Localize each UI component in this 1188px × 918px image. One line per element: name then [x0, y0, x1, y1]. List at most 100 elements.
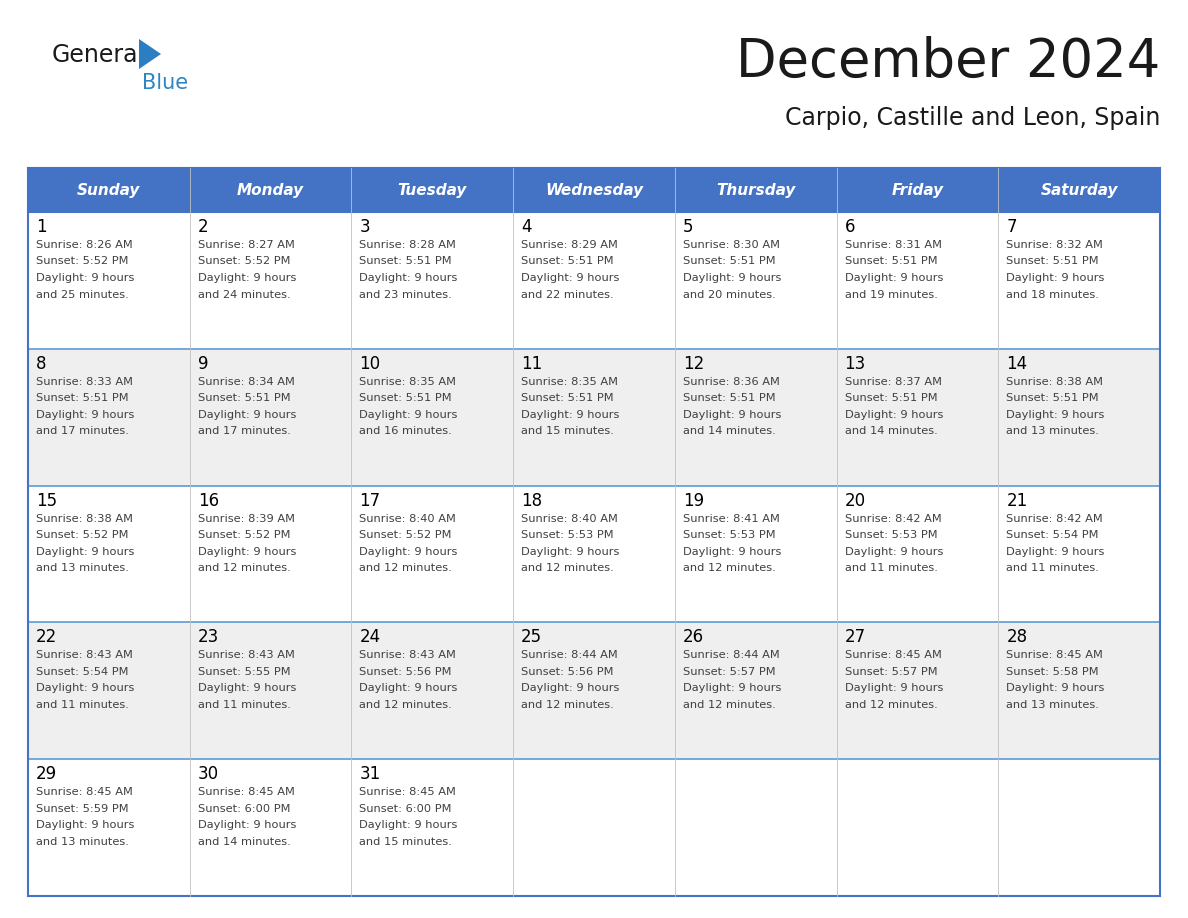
- Text: Thursday: Thursday: [716, 183, 796, 197]
- Text: Sunset: 5:52 PM: Sunset: 5:52 PM: [197, 256, 290, 266]
- Text: Sunrise: 8:38 AM: Sunrise: 8:38 AM: [1006, 376, 1104, 386]
- Text: 30: 30: [197, 766, 219, 783]
- Text: 1: 1: [36, 218, 46, 236]
- Text: Sunrise: 8:40 AM: Sunrise: 8:40 AM: [360, 513, 456, 523]
- Text: 23: 23: [197, 629, 219, 646]
- Text: Sunset: 5:58 PM: Sunset: 5:58 PM: [1006, 666, 1099, 677]
- Text: General: General: [52, 43, 145, 67]
- Text: Sunset: 5:54 PM: Sunset: 5:54 PM: [1006, 530, 1099, 540]
- Text: and 15 minutes.: and 15 minutes.: [522, 426, 614, 436]
- Bar: [836, 349, 998, 486]
- Text: 14: 14: [1006, 354, 1028, 373]
- Text: Daylight: 9 hours: Daylight: 9 hours: [360, 683, 457, 693]
- Bar: [675, 349, 836, 486]
- Bar: [29, 168, 190, 212]
- Bar: [836, 168, 998, 212]
- Text: and 11 minutes.: and 11 minutes.: [197, 700, 291, 710]
- Text: 20: 20: [845, 492, 866, 509]
- Text: 11: 11: [522, 354, 543, 373]
- Text: Sunset: 5:53 PM: Sunset: 5:53 PM: [522, 530, 614, 540]
- Text: Blue: Blue: [143, 73, 188, 93]
- Text: Sunrise: 8:30 AM: Sunrise: 8:30 AM: [683, 240, 779, 250]
- Text: Daylight: 9 hours: Daylight: 9 hours: [197, 409, 296, 420]
- Text: December 2024: December 2024: [735, 36, 1159, 88]
- Text: Sunrise: 8:39 AM: Sunrise: 8:39 AM: [197, 513, 295, 523]
- Bar: [513, 759, 675, 896]
- Text: 8: 8: [36, 354, 46, 373]
- Text: Sunrise: 8:38 AM: Sunrise: 8:38 AM: [36, 513, 133, 523]
- Text: Sunrise: 8:44 AM: Sunrise: 8:44 AM: [522, 650, 618, 660]
- Text: Daylight: 9 hours: Daylight: 9 hours: [36, 409, 134, 420]
- Text: Sunset: 5:55 PM: Sunset: 5:55 PM: [197, 666, 290, 677]
- Bar: [513, 349, 675, 486]
- Text: Sunset: 5:51 PM: Sunset: 5:51 PM: [1006, 256, 1099, 266]
- Text: 2: 2: [197, 218, 208, 236]
- Text: Sunset: 5:51 PM: Sunset: 5:51 PM: [845, 393, 937, 403]
- Text: Daylight: 9 hours: Daylight: 9 hours: [522, 409, 619, 420]
- Text: Sunset: 5:52 PM: Sunset: 5:52 PM: [36, 256, 128, 266]
- Text: Daylight: 9 hours: Daylight: 9 hours: [360, 273, 457, 283]
- Text: Sunrise: 8:33 AM: Sunrise: 8:33 AM: [36, 376, 133, 386]
- Text: Sunset: 5:51 PM: Sunset: 5:51 PM: [197, 393, 290, 403]
- Text: Daylight: 9 hours: Daylight: 9 hours: [683, 409, 782, 420]
- Text: and 14 minutes.: and 14 minutes.: [197, 836, 290, 846]
- Text: Daylight: 9 hours: Daylight: 9 hours: [197, 683, 296, 693]
- Text: and 16 minutes.: and 16 minutes.: [360, 426, 453, 436]
- Text: 12: 12: [683, 354, 704, 373]
- Text: Daylight: 9 hours: Daylight: 9 hours: [683, 273, 782, 283]
- Bar: [29, 212, 190, 349]
- Text: and 12 minutes.: and 12 minutes.: [197, 563, 290, 573]
- Text: Sunrise: 8:28 AM: Sunrise: 8:28 AM: [360, 240, 456, 250]
- Bar: [352, 212, 513, 349]
- Text: Sunrise: 8:44 AM: Sunrise: 8:44 AM: [683, 650, 779, 660]
- Text: 6: 6: [845, 218, 855, 236]
- Text: Sunset: 5:53 PM: Sunset: 5:53 PM: [683, 530, 776, 540]
- Bar: [998, 212, 1159, 349]
- Text: Daylight: 9 hours: Daylight: 9 hours: [1006, 273, 1105, 283]
- Text: and 13 minutes.: and 13 minutes.: [36, 836, 128, 846]
- Text: and 14 minutes.: and 14 minutes.: [683, 426, 776, 436]
- Text: Daylight: 9 hours: Daylight: 9 hours: [360, 546, 457, 556]
- Text: and 12 minutes.: and 12 minutes.: [683, 700, 776, 710]
- Bar: [190, 622, 352, 759]
- Bar: [29, 349, 190, 486]
- Text: and 13 minutes.: and 13 minutes.: [1006, 700, 1099, 710]
- Text: Sunset: 5:51 PM: Sunset: 5:51 PM: [1006, 393, 1099, 403]
- Text: and 12 minutes.: and 12 minutes.: [522, 563, 614, 573]
- Text: and 12 minutes.: and 12 minutes.: [845, 700, 937, 710]
- Text: Sunset: 5:51 PM: Sunset: 5:51 PM: [522, 256, 614, 266]
- Text: Sunset: 6:00 PM: Sunset: 6:00 PM: [197, 803, 290, 813]
- Text: Daylight: 9 hours: Daylight: 9 hours: [1006, 409, 1105, 420]
- Text: Daylight: 9 hours: Daylight: 9 hours: [36, 683, 134, 693]
- Bar: [836, 212, 998, 349]
- Bar: [190, 759, 352, 896]
- Text: and 11 minutes.: and 11 minutes.: [1006, 563, 1099, 573]
- Bar: [836, 759, 998, 896]
- Text: and 12 minutes.: and 12 minutes.: [360, 563, 453, 573]
- Text: Daylight: 9 hours: Daylight: 9 hours: [845, 273, 943, 283]
- Bar: [836, 486, 998, 622]
- Text: Daylight: 9 hours: Daylight: 9 hours: [197, 273, 296, 283]
- Text: Sunrise: 8:42 AM: Sunrise: 8:42 AM: [845, 513, 941, 523]
- Bar: [675, 168, 836, 212]
- Text: 31: 31: [360, 766, 380, 783]
- Bar: [29, 759, 190, 896]
- Bar: [190, 212, 352, 349]
- Bar: [998, 168, 1159, 212]
- Text: and 17 minutes.: and 17 minutes.: [36, 426, 128, 436]
- Text: Sunset: 5:54 PM: Sunset: 5:54 PM: [36, 666, 128, 677]
- Text: 25: 25: [522, 629, 542, 646]
- Text: Daylight: 9 hours: Daylight: 9 hours: [197, 546, 296, 556]
- Text: and 11 minutes.: and 11 minutes.: [36, 700, 128, 710]
- Text: and 17 minutes.: and 17 minutes.: [197, 426, 291, 436]
- Text: Daylight: 9 hours: Daylight: 9 hours: [845, 683, 943, 693]
- Text: Sunset: 5:51 PM: Sunset: 5:51 PM: [683, 393, 776, 403]
- Text: Monday: Monday: [238, 183, 304, 197]
- Text: Daylight: 9 hours: Daylight: 9 hours: [683, 683, 782, 693]
- Text: Sunrise: 8:42 AM: Sunrise: 8:42 AM: [1006, 513, 1102, 523]
- Text: Sunrise: 8:43 AM: Sunrise: 8:43 AM: [36, 650, 133, 660]
- Text: Sunset: 5:57 PM: Sunset: 5:57 PM: [845, 666, 937, 677]
- Text: Sunrise: 8:43 AM: Sunrise: 8:43 AM: [197, 650, 295, 660]
- Text: 7: 7: [1006, 218, 1017, 236]
- Text: 27: 27: [845, 629, 866, 646]
